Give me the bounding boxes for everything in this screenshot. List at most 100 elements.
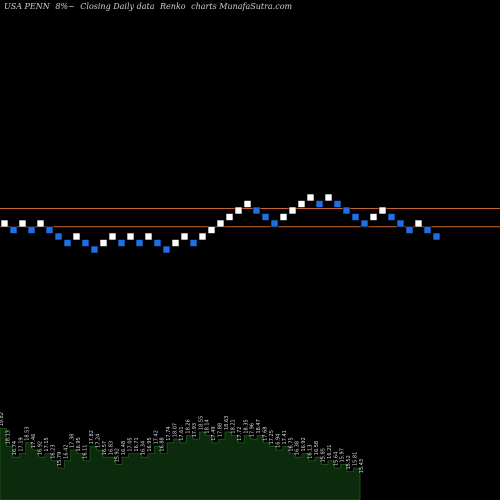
- renko-brick-up: [126, 232, 135, 241]
- volume-label: 17.68: [263, 427, 269, 441]
- volume-label: 18.53: [25, 426, 31, 440]
- volume-label: 17.74: [166, 426, 172, 440]
- source-label: charts MunafaSutra.com: [191, 2, 293, 11]
- renko-brick-up: [414, 219, 423, 228]
- renko-brick-up: [36, 219, 45, 228]
- volume-label: 18.21: [230, 419, 236, 433]
- volume-label: 16.57: [102, 441, 108, 455]
- volume-label: 16.42: [63, 444, 69, 458]
- volume-label: 16.58: [314, 441, 320, 455]
- volume-label: 18.13: [5, 430, 11, 444]
- volume-label: 18.55: [198, 416, 204, 430]
- change-label: 8%~: [55, 2, 75, 11]
- volume-label: 16.95: [76, 437, 82, 451]
- chart-style-label: Renko: [160, 2, 186, 11]
- renko-brick-up: [306, 193, 315, 202]
- renko-brick-down: [405, 226, 414, 234]
- renko-brick-down: [153, 239, 162, 247]
- renko-brick-up: [144, 232, 153, 241]
- renko-brick-down: [189, 239, 198, 247]
- volume-label: 17.72: [237, 427, 243, 441]
- volume-label: 18.47: [256, 419, 262, 433]
- renko-brick-up: [198, 232, 207, 241]
- renko-brick-down: [9, 226, 18, 234]
- renko-brick-down: [162, 245, 171, 254]
- volume-label: 17.93: [192, 423, 198, 437]
- volume-label: 17.38: [70, 434, 76, 448]
- volume-label: 16.95: [147, 437, 153, 451]
- volume-label: 15.81: [353, 452, 359, 466]
- renko-brick-up: [180, 232, 189, 241]
- volume-label: 15.92: [115, 448, 121, 462]
- renko-brick-down: [252, 206, 261, 215]
- volume-area: [0, 428, 361, 500]
- renko-brick-up: [207, 226, 216, 234]
- renko-brick-down: [54, 232, 63, 241]
- volume-label: 18.63: [224, 416, 230, 430]
- volume-label: 16.88: [160, 437, 166, 451]
- renko-brick-up: [297, 200, 306, 208]
- renko-brick-up: [99, 239, 108, 247]
- renko-brick-down: [432, 232, 441, 241]
- volume-label: 16.34: [140, 441, 146, 455]
- renko-brick-up: [72, 232, 81, 241]
- volume-label: 16.48: [121, 441, 127, 455]
- volume-label: 18.14: [205, 419, 211, 433]
- renko-brick-down: [387, 213, 396, 221]
- volume-label: 16.13: [308, 445, 314, 459]
- symbol-label: USA PENN: [4, 2, 50, 11]
- renko-brick-down: [315, 200, 324, 208]
- volume-label: 17.41: [282, 430, 288, 444]
- volume-label: 15.64: [333, 452, 339, 466]
- volume-label: 15.52: [346, 455, 352, 469]
- volume-label: 15.79: [57, 452, 63, 466]
- volume-label: 16.71: [134, 437, 140, 451]
- renko-brick-down: [90, 245, 99, 254]
- renko-brick-up: [108, 232, 117, 241]
- volume-label: 18.07: [173, 423, 179, 437]
- volume-label: 16.74: [12, 441, 18, 455]
- renko-brick-up: [279, 213, 288, 221]
- renko-brick-down: [117, 239, 126, 247]
- renko-brick-down: [81, 239, 90, 247]
- chart-header: USA PENN 8%~ Closing Daily data Renko ch…: [4, 2, 295, 11]
- volume-label: 17.61: [179, 426, 185, 440]
- renko-brick-up: [234, 206, 243, 215]
- volume-label: 16.92: [38, 441, 44, 455]
- renko-brick-up: [369, 213, 378, 221]
- volume-label: 19.82: [0, 412, 5, 426]
- volume-label: 16.94: [275, 434, 281, 448]
- volume-label: 16.92: [301, 437, 307, 451]
- renko-brick-down: [261, 213, 270, 221]
- renko-brick-up: [0, 219, 9, 228]
- volume-label: 17.82: [89, 430, 95, 444]
- volume-label: 16.21: [327, 445, 333, 459]
- volume-label: 16.75: [288, 437, 294, 451]
- renko-brick-up: [171, 239, 180, 247]
- renko-brick-down: [135, 239, 144, 247]
- renko-brick-down: [423, 226, 432, 234]
- renko-brick-up: [243, 200, 252, 208]
- volume-label: 17.25: [269, 430, 275, 444]
- renko-brick-up: [324, 193, 333, 202]
- volume-label: 17.42: [153, 430, 159, 444]
- volume-label: 17.96: [250, 423, 256, 437]
- volume-label: 15.43: [359, 459, 365, 473]
- renko-brick-up: [378, 206, 387, 215]
- volume-label: 17.46: [31, 434, 37, 448]
- volume-label: 18.35: [243, 419, 249, 433]
- volume-label: 16.83: [108, 441, 114, 455]
- renko-brick-up: [216, 219, 225, 228]
- renko-brick-down: [63, 239, 72, 247]
- volume-label: 16.23: [50, 444, 56, 458]
- renko-brick-down: [27, 226, 36, 234]
- volume-label: 17.19: [18, 437, 24, 451]
- volume-label: 17.49: [211, 426, 217, 440]
- renko-brick-up: [288, 206, 297, 215]
- volume-label: 17.05: [128, 437, 134, 451]
- renko-brick-down: [351, 213, 360, 221]
- renko-brick-up: [225, 213, 234, 221]
- renko-brick-down: [45, 226, 54, 234]
